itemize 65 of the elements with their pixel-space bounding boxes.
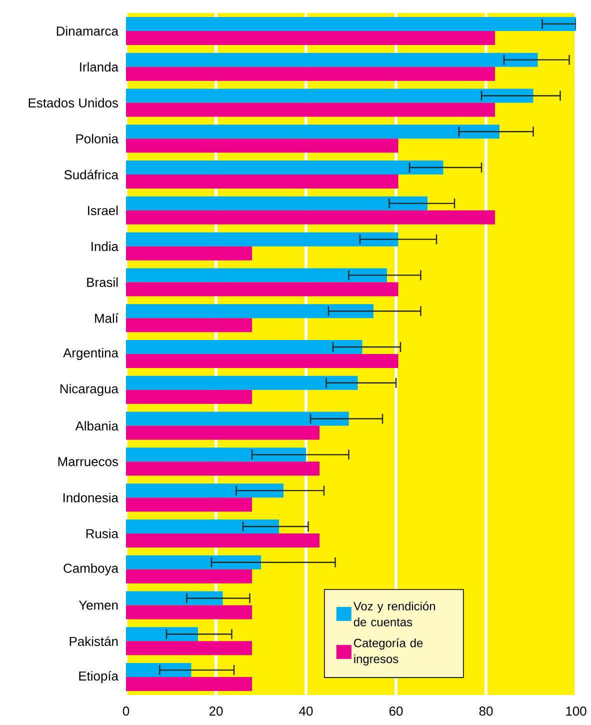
bar [126, 533, 320, 548]
x-tick-label: 20 [209, 706, 223, 716]
y-tick-label: Israel [88, 206, 118, 216]
bar [126, 591, 223, 606]
x-tick-label: 80 [479, 706, 493, 716]
bar [126, 519, 279, 534]
bar [126, 390, 252, 404]
y-tick-label: Nicaragua [60, 384, 118, 396]
x-tick-label: 40 [299, 706, 313, 716]
y-tick-label: Argentina [63, 348, 118, 360]
bar [126, 412, 349, 426]
y-tick-label: Irlanda [80, 62, 118, 72]
bar [126, 448, 306, 462]
bar [126, 102, 496, 117]
bar [126, 555, 261, 570]
bar [126, 124, 500, 139]
bar [126, 88, 534, 103]
bar [126, 484, 284, 498]
bar [126, 268, 387, 282]
bar [126, 354, 398, 368]
bar [126, 340, 362, 354]
x-tick-label: 60 [389, 706, 403, 716]
y-tick-label: Malí [95, 313, 118, 323]
y-tick-label: Albania [75, 421, 118, 431]
y-tick-label: Sudáfrica [64, 170, 118, 180]
bar [126, 304, 374, 318]
bar [126, 16, 576, 31]
bar [126, 196, 428, 210]
bar [126, 160, 444, 175]
legend-label: Categoría de ingresos [354, 638, 423, 666]
bar [126, 318, 252, 332]
y-tick-label: Polonia [76, 134, 118, 144]
bar [126, 426, 320, 440]
bar [126, 66, 496, 81]
bar [126, 138, 398, 153]
bar [126, 627, 198, 642]
y-tick-label: Brasil [87, 277, 118, 287]
y-tick-label: Marruecos [58, 457, 118, 466]
bar [126, 569, 252, 584]
y-tick-label: India [92, 242, 118, 252]
legend-label: Voz y rendición de cuentas [353, 601, 436, 626]
y-tick-label: Dinamarca [56, 26, 118, 36]
y-tick-label: Etiopía [79, 670, 118, 684]
bar [126, 663, 192, 678]
y-tick-label: Rusia [86, 528, 118, 538]
bar [126, 174, 398, 189]
bar [126, 52, 538, 67]
bar [126, 376, 358, 390]
bar [126, 232, 398, 246]
bar [126, 641, 252, 656]
bar [126, 677, 252, 692]
bar [126, 498, 252, 512]
y-tick-label: Estados Unidos [28, 98, 118, 108]
bar [126, 462, 320, 476]
y-tick-label: Yemen [78, 600, 118, 610]
x-tick-label: 100 [566, 706, 586, 716]
x-tick-label: 0 [122, 706, 130, 716]
bar [126, 210, 496, 224]
bar [126, 246, 252, 260]
bar [126, 605, 252, 620]
y-tick-label: Pakistán [70, 636, 118, 646]
y-tick-label: Indonesia [64, 492, 118, 502]
y-tick-label: Camboya [64, 563, 118, 576]
bar [126, 30, 496, 45]
bar [126, 282, 398, 296]
